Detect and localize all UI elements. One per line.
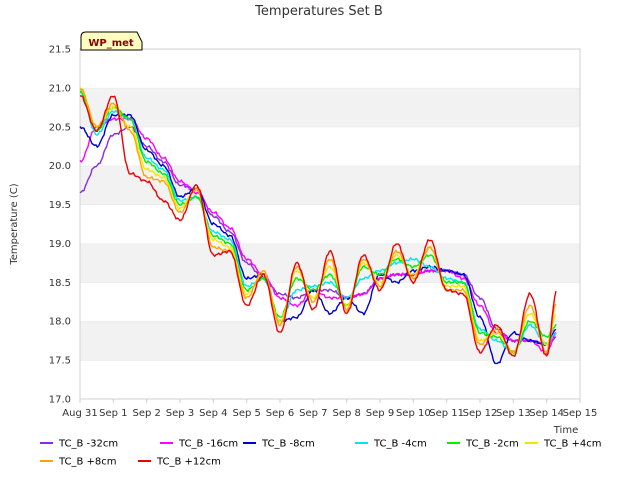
y-tick-label: 18.5 bbox=[49, 278, 71, 289]
plot-band bbox=[80, 49, 580, 88]
legend-label: TC_B -2cm bbox=[465, 439, 519, 450]
plot-band bbox=[80, 165, 580, 205]
legend-label: TC_B -16cm bbox=[178, 439, 238, 450]
x-tick-label: Sep 8 bbox=[332, 408, 360, 419]
plot-band bbox=[80, 204, 580, 244]
y-tick-label: 20.0 bbox=[49, 161, 71, 172]
series-line bbox=[79, 88, 557, 354]
x-tick-label: Sep 2 bbox=[132, 408, 160, 419]
x-tick-label: Sep 5 bbox=[232, 408, 260, 419]
x-tick-label: Sep 9 bbox=[366, 408, 394, 419]
x-tick-label: Sep 14 bbox=[529, 408, 564, 419]
x-tick-label: Sep 15 bbox=[563, 408, 598, 419]
plot-band bbox=[80, 87, 580, 127]
series-line bbox=[79, 90, 557, 354]
series-line bbox=[79, 87, 557, 354]
y-tick-label: 18.0 bbox=[49, 317, 71, 328]
x-tick-label: Sep 13 bbox=[496, 408, 531, 419]
badge-label: WP_met bbox=[88, 38, 134, 49]
x-tick-label: Aug 31 bbox=[62, 408, 97, 419]
y-tick-label: 17.5 bbox=[49, 356, 71, 367]
plot-band bbox=[80, 126, 580, 166]
y-tick-label: 21.5 bbox=[49, 45, 71, 56]
x-tick-label: Sep 12 bbox=[463, 408, 498, 419]
y-tick-label: 21.0 bbox=[49, 83, 71, 94]
series-lines bbox=[79, 87, 557, 365]
x-axis-ticks: Aug 31 Sep 1 Sep 2 Sep 3 Sep 4 Sep 5 Sep 6 Sep … bbox=[62, 399, 597, 419]
plot-band bbox=[80, 360, 580, 399]
x-tick-label: Sep 1 bbox=[99, 408, 127, 419]
legend-label: TC_B -32cm bbox=[58, 439, 118, 450]
x-tick-label: Sep 10 bbox=[396, 408, 431, 419]
legend-label: TC_B +8cm bbox=[58, 457, 117, 468]
x-axis-label: Time bbox=[553, 425, 578, 436]
series-line bbox=[79, 95, 557, 357]
plot-band bbox=[80, 243, 580, 283]
plot-bands bbox=[80, 48, 580, 399]
y-axis-ticks: 17.0 17.5 18.0 18.5 19.0 19.5 20.0 20.5 21.0 21.5 bbox=[49, 45, 71, 406]
x-tick-label: Sep 3 bbox=[166, 408, 194, 419]
legend-label: TC_B -8cm bbox=[261, 439, 315, 450]
y-tick-label: 17.0 bbox=[49, 395, 71, 406]
y-tick-label: 19.5 bbox=[49, 200, 71, 211]
legend: TC_B -32cm TC_B -16cm TC_B -8cm TC_B -4cm TC… bbox=[40, 439, 602, 468]
chart-title: Temperatures Set B bbox=[254, 4, 383, 19]
legend-label: TC_B +4cm bbox=[543, 439, 602, 450]
x-tick-label: Sep 4 bbox=[199, 408, 227, 419]
plot-band bbox=[80, 282, 580, 322]
x-tick-label: Sep 11 bbox=[429, 408, 464, 419]
y-axis-label: Temperature (C) bbox=[9, 183, 20, 265]
plot-frame bbox=[79, 48, 581, 400]
legend-label: TC_B -4cm bbox=[373, 439, 427, 450]
y-tick-label: 19.0 bbox=[49, 239, 71, 250]
wp-met-badge: WP_met bbox=[80, 31, 143, 51]
x-tick-label: Sep 6 bbox=[266, 408, 294, 419]
y-tick-label: 20.5 bbox=[49, 122, 71, 133]
legend-label: TC_B +12cm bbox=[156, 457, 221, 468]
x-tick-label: Sep 7 bbox=[299, 408, 327, 419]
